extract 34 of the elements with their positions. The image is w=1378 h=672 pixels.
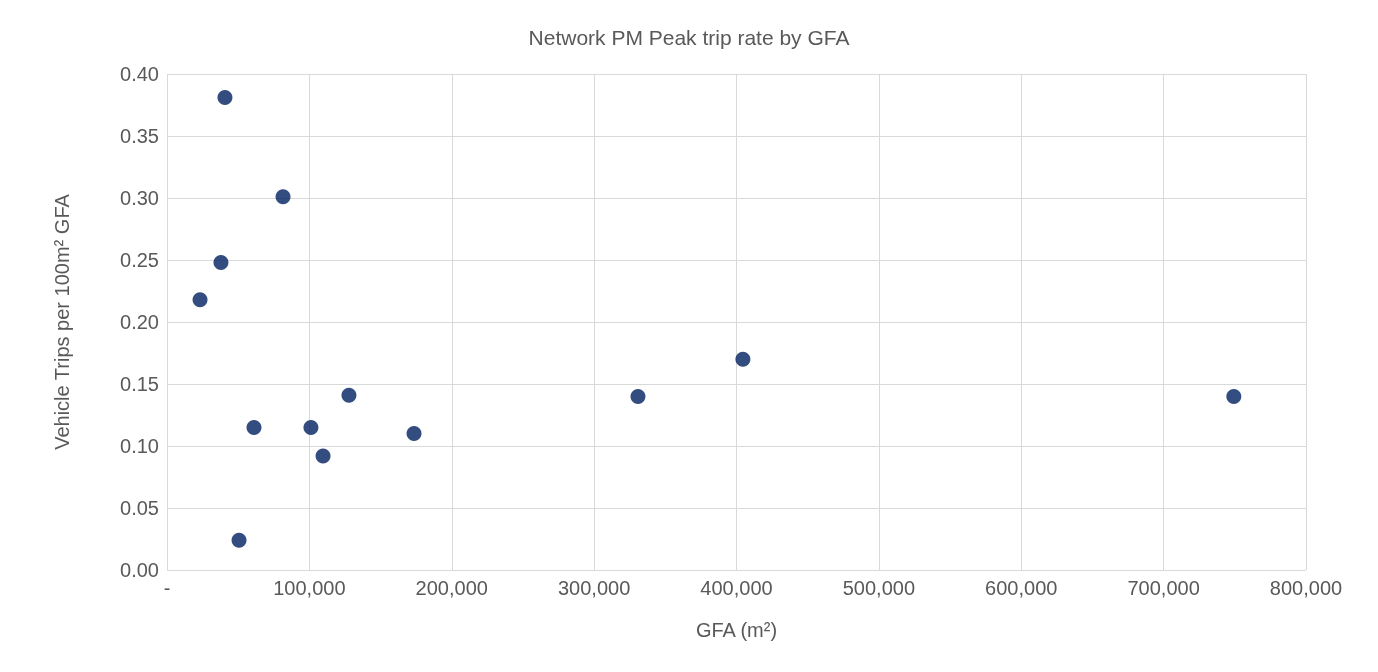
point xyxy=(246,419,262,435)
y-tick-label: 0.25 xyxy=(120,249,159,271)
y-tick-label: 0.10 xyxy=(120,435,159,457)
point xyxy=(630,388,646,404)
x-tick-label: 200,000 xyxy=(415,577,488,599)
point xyxy=(1226,388,1242,404)
x-tick-label: 800,000 xyxy=(1269,577,1343,599)
y-tick-label: 0.40 xyxy=(120,63,159,85)
point xyxy=(213,254,229,270)
x-tick-label: 400,000 xyxy=(700,577,773,599)
y-tick-label: 0.20 xyxy=(120,311,159,333)
x-tick-label: 300,000 xyxy=(557,577,631,599)
x-axis-title: GFA (m²) xyxy=(695,619,778,641)
y-axis-title: Vehicle Trips per 100m² GFA xyxy=(51,193,73,450)
x-tick-label: 100,000 xyxy=(273,577,346,599)
chart-title: Network PM Peak trip rate by GFA xyxy=(528,26,850,49)
point xyxy=(406,426,422,442)
y-tick-label: 0.30 xyxy=(120,187,159,209)
point xyxy=(303,419,319,435)
point xyxy=(275,189,291,205)
x-tick-label: - xyxy=(163,577,171,599)
point xyxy=(341,387,357,403)
y-tick-label: 0.05 xyxy=(120,497,159,519)
x-tick-label: 600,000 xyxy=(985,577,1058,599)
point xyxy=(231,532,247,548)
y-tick-label: 0.15 xyxy=(120,373,159,395)
y-tick-label: 0.00 xyxy=(120,559,159,581)
point xyxy=(315,448,331,464)
x-tick-label: 700,000 xyxy=(1127,577,1200,599)
point xyxy=(217,90,233,106)
point xyxy=(192,292,208,308)
point xyxy=(735,351,751,367)
y-tick-label: 0.35 xyxy=(120,125,159,147)
x-tick-label: 500,000 xyxy=(842,577,916,599)
